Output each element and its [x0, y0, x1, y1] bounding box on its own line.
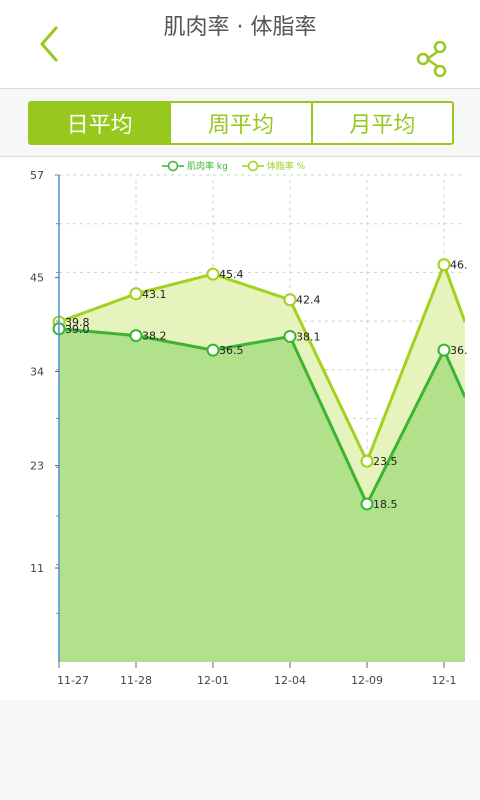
data-point-muscle [437, 343, 451, 357]
y-tick-label: 34 [30, 366, 44, 379]
data-point-fat [129, 287, 143, 301]
legend-marker-muscle [162, 160, 184, 171]
data-point-muscle [360, 497, 374, 511]
y-tick-label: 11 [30, 562, 44, 575]
data-point-muscle [283, 329, 297, 343]
data-label-muscle: 38.1 [296, 330, 321, 343]
x-tick-label: 12-01 [197, 674, 229, 687]
tab-daily-average[interactable]: 日平均 [30, 103, 170, 143]
data-label-fat: 42.4 [296, 294, 321, 307]
page-title: 肌肉率 · 体脂率 [163, 15, 317, 40]
area-fill-muscle [59, 328, 465, 662]
x-tick-label: 12-04 [274, 674, 306, 687]
legend-item-fat: 体脂率 % [241, 159, 306, 172]
data-point-muscle [129, 329, 143, 343]
data-point-fat [283, 293, 297, 307]
y-tick-label: 57 [30, 169, 44, 182]
data-label-fat: 23.5 [373, 455, 398, 468]
divider [0, 156, 480, 157]
data-label-muscle: 39.0 [65, 323, 90, 336]
data-label-muscle: 36. [450, 344, 468, 357]
tab-weekly-average[interactable]: 周平均 [169, 103, 310, 143]
data-point-fat [206, 267, 220, 281]
data-point-fat [437, 258, 451, 272]
app-header: 肌肉率 · 体脂率 [0, 0, 480, 89]
data-point-muscle [206, 343, 220, 357]
x-tick-label: 12-09 [351, 674, 383, 687]
chevron-left-icon [40, 26, 58, 62]
data-label-fat: 43.1 [142, 288, 167, 301]
legend-item-muscle: 肌肉率 kg [162, 159, 228, 172]
x-tick-label: 11-28 [120, 674, 152, 687]
data-label-muscle: 36.5 [219, 344, 244, 357]
share-button[interactable] [406, 38, 454, 80]
back-button[interactable] [28, 22, 72, 66]
chart-legend: 肌肉率 kg 体脂率 % [162, 159, 305, 172]
y-tick-label: 45 [30, 272, 44, 285]
plot-area [59, 263, 465, 662]
data-label-fat: 46. [450, 259, 468, 272]
y-tick-label: 23 [30, 459, 44, 472]
data-label-muscle: 38.2 [142, 330, 167, 343]
legend-marker-fat [241, 160, 264, 171]
data-label-fat: 45.4 [219, 268, 244, 281]
legend-label-muscle: 肌肉率 kg [187, 162, 228, 172]
x-tick-label: 11-27 [57, 674, 89, 687]
legend-label-fat: 体脂率 % [266, 162, 306, 172]
muscle-fat-rate-chart: 39.8 43.1 45.4 42.4 23.5 46. 39.0 38.2 36.5 38.1 1… [30, 169, 468, 687]
period-tabs: 日平均 周平均 月平均 [28, 101, 454, 145]
share-icon [416, 40, 447, 78]
x-tick-label: 12-1 [432, 674, 457, 687]
data-point-fat [360, 454, 374, 468]
data-label-fat: 39.8 [65, 316, 90, 329]
tab-monthly-average[interactable]: 月平均 [310, 103, 452, 143]
data-label-muscle: 18.5 [373, 498, 398, 511]
